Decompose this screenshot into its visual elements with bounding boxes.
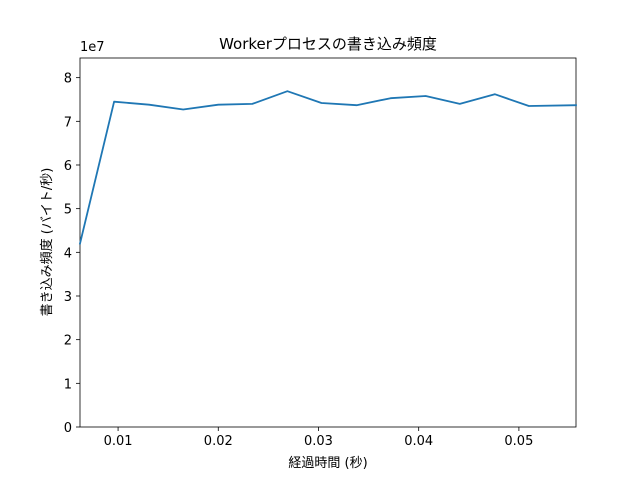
x-axis-label: 経過時間 (秒): [288, 456, 367, 471]
y-tick-label: 4: [64, 246, 72, 261]
x-tick-label: 0.05: [504, 434, 533, 449]
series-layer: [78, 90, 577, 245]
x-tick-label: 0.03: [304, 434, 333, 449]
y-tick-label: 1: [64, 377, 72, 392]
y-tick-label: 2: [64, 334, 72, 349]
x-axis: 0.01 0.02 0.03 0.04 0.05: [104, 427, 533, 449]
chart-title: Workerプロセスの書き込み頻度: [219, 35, 437, 53]
x-tick-label: 0.01: [104, 434, 133, 449]
y-tick-label: 3: [64, 290, 72, 305]
y-offset-label: 1e7: [80, 40, 105, 55]
y-tick-label: 8: [64, 72, 72, 87]
y-axis: 0 1 2 3 4 5 6 7 8: [64, 72, 80, 436]
series-line: [78, 90, 577, 245]
y-tick-label: 0: [64, 421, 72, 436]
plot-area: [78, 57, 577, 428]
x-tick-label: 0.02: [204, 434, 233, 449]
y-axis-label: 書き込み頻度 (バイト/秒): [39, 168, 55, 317]
y-tick-label: 7: [64, 115, 72, 130]
y-tick-label: 5: [64, 203, 72, 218]
x-tick-label: 0.04: [404, 434, 433, 449]
y-tick-label: 6: [64, 159, 72, 174]
plot-frame: [79, 57, 577, 428]
